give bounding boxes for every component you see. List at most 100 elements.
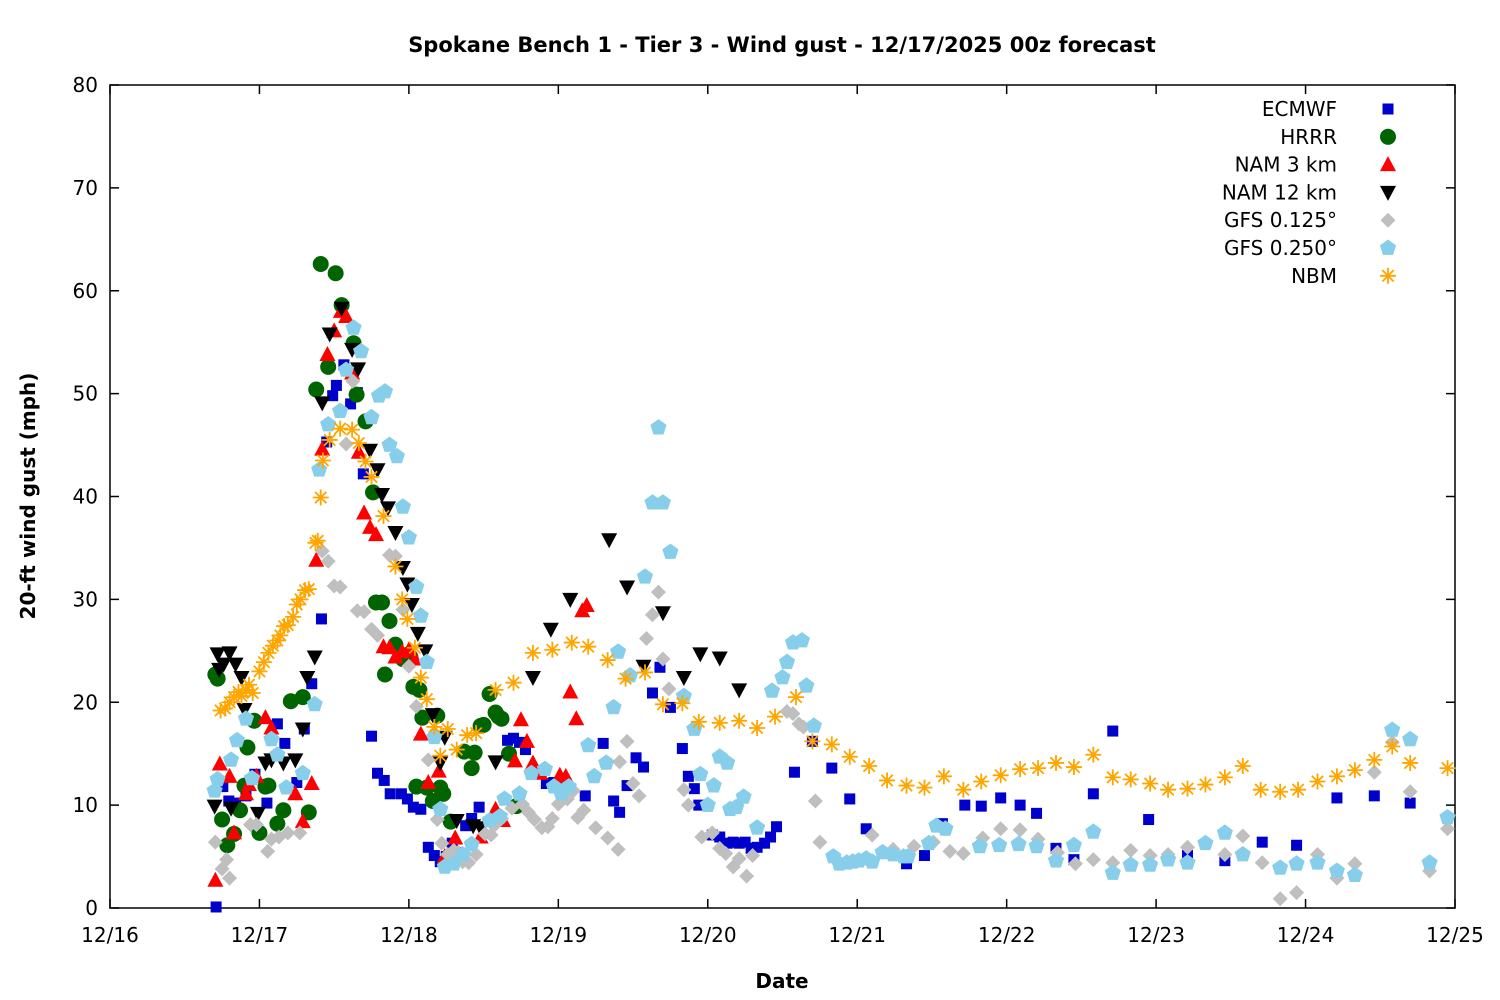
- gfs-0-250-point: [605, 698, 622, 715]
- gfs-0-125-point: [1085, 852, 1101, 868]
- gfs-0-125-point: [1289, 885, 1305, 901]
- gfs-0-250-point: [1160, 851, 1177, 867]
- hrrr-point: [373, 594, 390, 611]
- nbm-point: [288, 596, 305, 613]
- ecmwf-point: [519, 744, 531, 756]
- nam-12-km-point: [206, 799, 223, 815]
- nam-12-km-point: [711, 651, 728, 667]
- gfs-0-250-point: [805, 717, 822, 733]
- nbm-point: [314, 452, 331, 469]
- gfs-0-250-point: [363, 408, 380, 425]
- gfs-0-125-point: [1366, 764, 1382, 780]
- ecmwf-point: [1143, 814, 1155, 826]
- nam-12-km-point: [409, 626, 426, 642]
- nam-12-km-point: [399, 577, 416, 593]
- nbm-point: [350, 435, 367, 452]
- gfs-0-250-point: [644, 494, 661, 510]
- gfs-0-125-point: [1067, 856, 1083, 872]
- x-tick-label: 12/22: [978, 923, 1036, 947]
- ecmwf-point: [378, 774, 390, 786]
- gfs-0-250-point: [560, 778, 577, 794]
- nbm-point: [1402, 754, 1419, 771]
- gfs-0-125-point: [650, 584, 666, 600]
- gfs-0-250-point: [920, 834, 937, 851]
- nam-12-km-point: [601, 533, 618, 549]
- gfs-0-125-point: [1123, 842, 1139, 858]
- gfs-0-250-point: [492, 807, 509, 824]
- ecmwf-point: [614, 806, 626, 818]
- ecmwf-point: [540, 778, 552, 790]
- gfs-0-125-point: [661, 681, 677, 697]
- nbm-point: [879, 772, 896, 789]
- nam-3-km-point: [368, 526, 385, 542]
- gfs-0-250-point: [1328, 862, 1345, 878]
- nam-3-km-point: [319, 346, 336, 362]
- legend-label-gfs-0-125: GFS 0.125°: [1224, 208, 1337, 232]
- ecmwf-point: [688, 783, 700, 795]
- gfs-0-250-point: [1216, 824, 1233, 840]
- gfs-0-250-point: [749, 819, 766, 835]
- nam-3-km-point: [314, 440, 331, 456]
- gfs-0-250-point: [899, 848, 917, 864]
- nbm-point: [711, 714, 728, 731]
- legend-label-nam-3-km: NAM 3 km: [1235, 153, 1337, 177]
- nam-3-km-point: [562, 683, 579, 699]
- gfs-0-125-point: [248, 817, 264, 833]
- y-tick-label: 20: [73, 690, 98, 714]
- nam-3-km-point: [356, 504, 373, 520]
- nam-12-km-point: [233, 671, 250, 687]
- nbm-point: [544, 641, 561, 658]
- gfs-0-125-point: [292, 825, 308, 841]
- nbm-point: [260, 644, 277, 661]
- ecmwf-point: [693, 799, 705, 811]
- gfs-0-250-point: [306, 695, 323, 712]
- ecmwf-point: [664, 701, 676, 713]
- nam-12-km-point: [362, 443, 379, 459]
- gfs-0-250-point: [1104, 864, 1121, 880]
- gfs-0-125-point: [332, 579, 348, 595]
- nbm-point: [1179, 780, 1196, 797]
- y-tick-label: 60: [73, 279, 98, 303]
- gfs-0-250-point: [1179, 854, 1196, 870]
- nam-12-km-point: [321, 327, 338, 343]
- gfs-0-125-point: [655, 651, 671, 667]
- nbm-point: [898, 777, 915, 794]
- nam-12-km-point: [542, 622, 559, 638]
- hrrr-point: [209, 670, 226, 687]
- nam-3-km-point: [381, 639, 398, 655]
- nam-3-km-point: [221, 767, 238, 783]
- ecmwf-point: [508, 732, 519, 744]
- gfs-0-125-point: [1105, 855, 1121, 871]
- gfs-0-250-point: [937, 820, 954, 836]
- gfs-0-250-point: [511, 785, 528, 801]
- nbm-point: [244, 684, 261, 701]
- ecmwf-point: [597, 737, 609, 749]
- nam-12-km-point: [287, 753, 304, 769]
- gfs-0-250-point: [1309, 854, 1326, 870]
- nbm-legend-marker: [1380, 267, 1396, 284]
- series-gfs-0-250: [206, 319, 1456, 882]
- nbm-point: [1065, 759, 1082, 776]
- legend-label-hrrr: HRRR: [1280, 125, 1337, 149]
- nbm-point: [1384, 738, 1401, 755]
- nbm-point: [767, 708, 784, 725]
- gfs-0-125-point: [739, 868, 755, 884]
- nam-12-km-point: [369, 463, 386, 479]
- gfs-0-250-point: [1065, 836, 1082, 853]
- ecmwf-point: [826, 762, 838, 774]
- nam-3-km-point: [512, 711, 529, 727]
- gfs-0-125-point: [731, 851, 747, 867]
- y-tick-label: 80: [73, 73, 98, 97]
- ecmwf-point: [384, 788, 396, 800]
- gfs-0-250-point: [662, 543, 679, 559]
- x-tick-label: 12/25: [1426, 923, 1484, 947]
- nbm-point: [674, 695, 691, 712]
- gfs-0-125-point: [785, 706, 801, 722]
- gfs-0-250-point: [536, 760, 553, 776]
- nbm-point: [432, 747, 449, 764]
- y-tick-label: 0: [85, 896, 98, 920]
- nbm-point: [1216, 769, 1233, 786]
- gfs-0-125-point: [387, 548, 403, 564]
- nam-12-km-point: [373, 487, 390, 503]
